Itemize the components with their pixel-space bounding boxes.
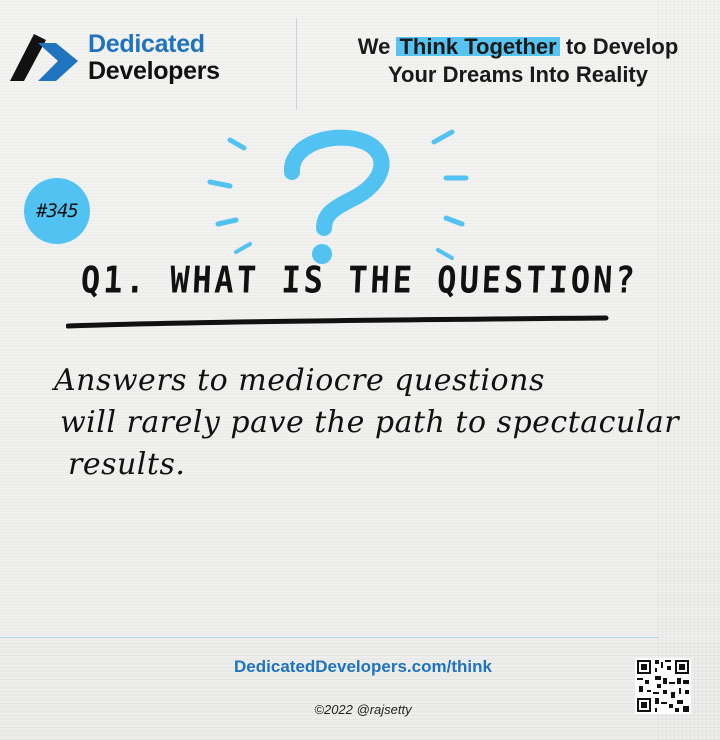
tagline-highlight: Think Together: [396, 34, 560, 59]
title-underline: [66, 315, 609, 329]
paper-texture-right: [658, 0, 720, 740]
answer-line2: will rarely pave the path to spectacular: [60, 405, 680, 440]
question-title: Q1. WHAT IS THE QUESTION?: [80, 258, 639, 302]
tagline: We Think Together to Develop Your Dreams…: [318, 33, 718, 89]
tagline-line2: Your Dreams Into Reality: [388, 62, 648, 87]
brand-name-line2: Developers: [88, 57, 220, 85]
qr-code-icon[interactable]: [635, 658, 691, 714]
issue-number-badge: #345: [24, 178, 90, 244]
dedicated-developers-logo-icon: [10, 34, 78, 81]
tagline-post: to Develop: [559, 34, 679, 59]
header-divider: [296, 18, 297, 110]
paper-texture-bottom: [0, 640, 720, 740]
brand-name-line1: Dedicated: [88, 30, 205, 58]
copyright-text: ©2022 @rajsetty: [314, 702, 412, 717]
brand-name: Dedicated Developers: [88, 31, 220, 85]
website-link[interactable]: DedicatedDevelopers.com/think: [234, 657, 492, 676]
footer-divider: [0, 637, 658, 638]
answer-line1: Answers to mediocre questions: [54, 363, 545, 398]
answer-line3: results.: [68, 447, 186, 482]
tagline-pre: We: [357, 34, 397, 59]
answer-text: Answers to mediocre questions will rarel…: [54, 360, 714, 486]
question-mark-icon: [207, 129, 469, 264]
